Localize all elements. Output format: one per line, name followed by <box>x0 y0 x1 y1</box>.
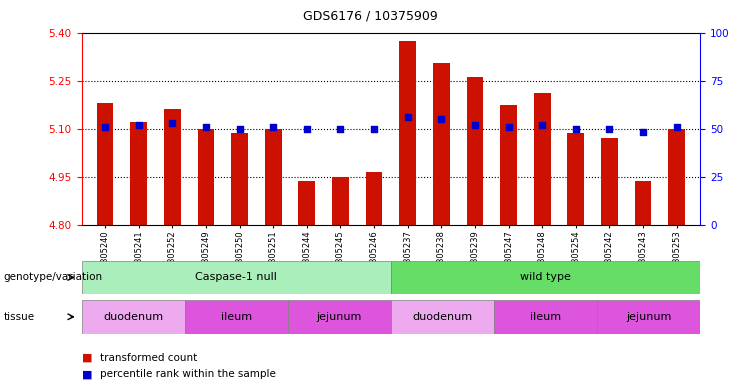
Point <box>301 126 313 132</box>
Point <box>133 122 144 128</box>
Text: duodenum: duodenum <box>103 312 163 322</box>
Bar <box>467 78 483 225</box>
Bar <box>185 300 288 334</box>
Point <box>637 129 649 136</box>
Text: jejunum: jejunum <box>316 312 362 322</box>
Text: ileum: ileum <box>221 312 252 322</box>
Bar <box>399 41 416 225</box>
Bar <box>534 93 551 225</box>
Text: genotype/variation: genotype/variation <box>4 272 103 283</box>
Bar <box>96 103 113 225</box>
Text: percentile rank within the sample: percentile rank within the sample <box>100 369 276 379</box>
Point <box>603 126 615 132</box>
Text: transformed count: transformed count <box>100 353 197 363</box>
Text: ileum: ileum <box>530 312 561 322</box>
Text: jejunum: jejunum <box>626 312 671 322</box>
Point <box>268 124 279 130</box>
Text: ■: ■ <box>82 353 92 363</box>
Bar <box>198 129 214 225</box>
Bar <box>288 300 391 334</box>
Bar <box>601 138 618 225</box>
Text: wild type: wild type <box>520 272 571 283</box>
Bar <box>391 261 700 294</box>
Point <box>200 124 212 130</box>
Bar <box>82 261 391 294</box>
Bar <box>668 129 685 225</box>
Text: ■: ■ <box>82 369 92 379</box>
Point <box>167 120 179 126</box>
Bar <box>130 122 147 225</box>
Text: GDS6176 / 10375909: GDS6176 / 10375909 <box>303 10 438 23</box>
Point <box>368 126 380 132</box>
Bar <box>365 172 382 225</box>
Bar <box>494 300 597 334</box>
Point <box>502 124 514 130</box>
Bar <box>597 300 700 334</box>
Point <box>671 124 682 130</box>
Point <box>469 122 481 128</box>
Bar <box>265 129 282 225</box>
Bar <box>164 109 181 225</box>
Bar <box>568 134 584 225</box>
Point <box>436 116 448 122</box>
Point <box>334 126 346 132</box>
Point <box>402 114 413 120</box>
Bar <box>82 300 185 334</box>
Point <box>536 122 548 128</box>
Text: tissue: tissue <box>4 312 35 322</box>
Point <box>233 126 245 132</box>
Bar <box>500 105 517 225</box>
Bar <box>433 63 450 225</box>
Bar <box>391 300 494 334</box>
Bar <box>299 182 315 225</box>
Point <box>570 126 582 132</box>
Text: duodenum: duodenum <box>413 312 473 322</box>
Bar <box>332 177 349 225</box>
Bar <box>231 134 248 225</box>
Bar <box>635 182 651 225</box>
Text: Caspase-1 null: Caspase-1 null <box>196 272 277 283</box>
Point <box>99 124 111 130</box>
